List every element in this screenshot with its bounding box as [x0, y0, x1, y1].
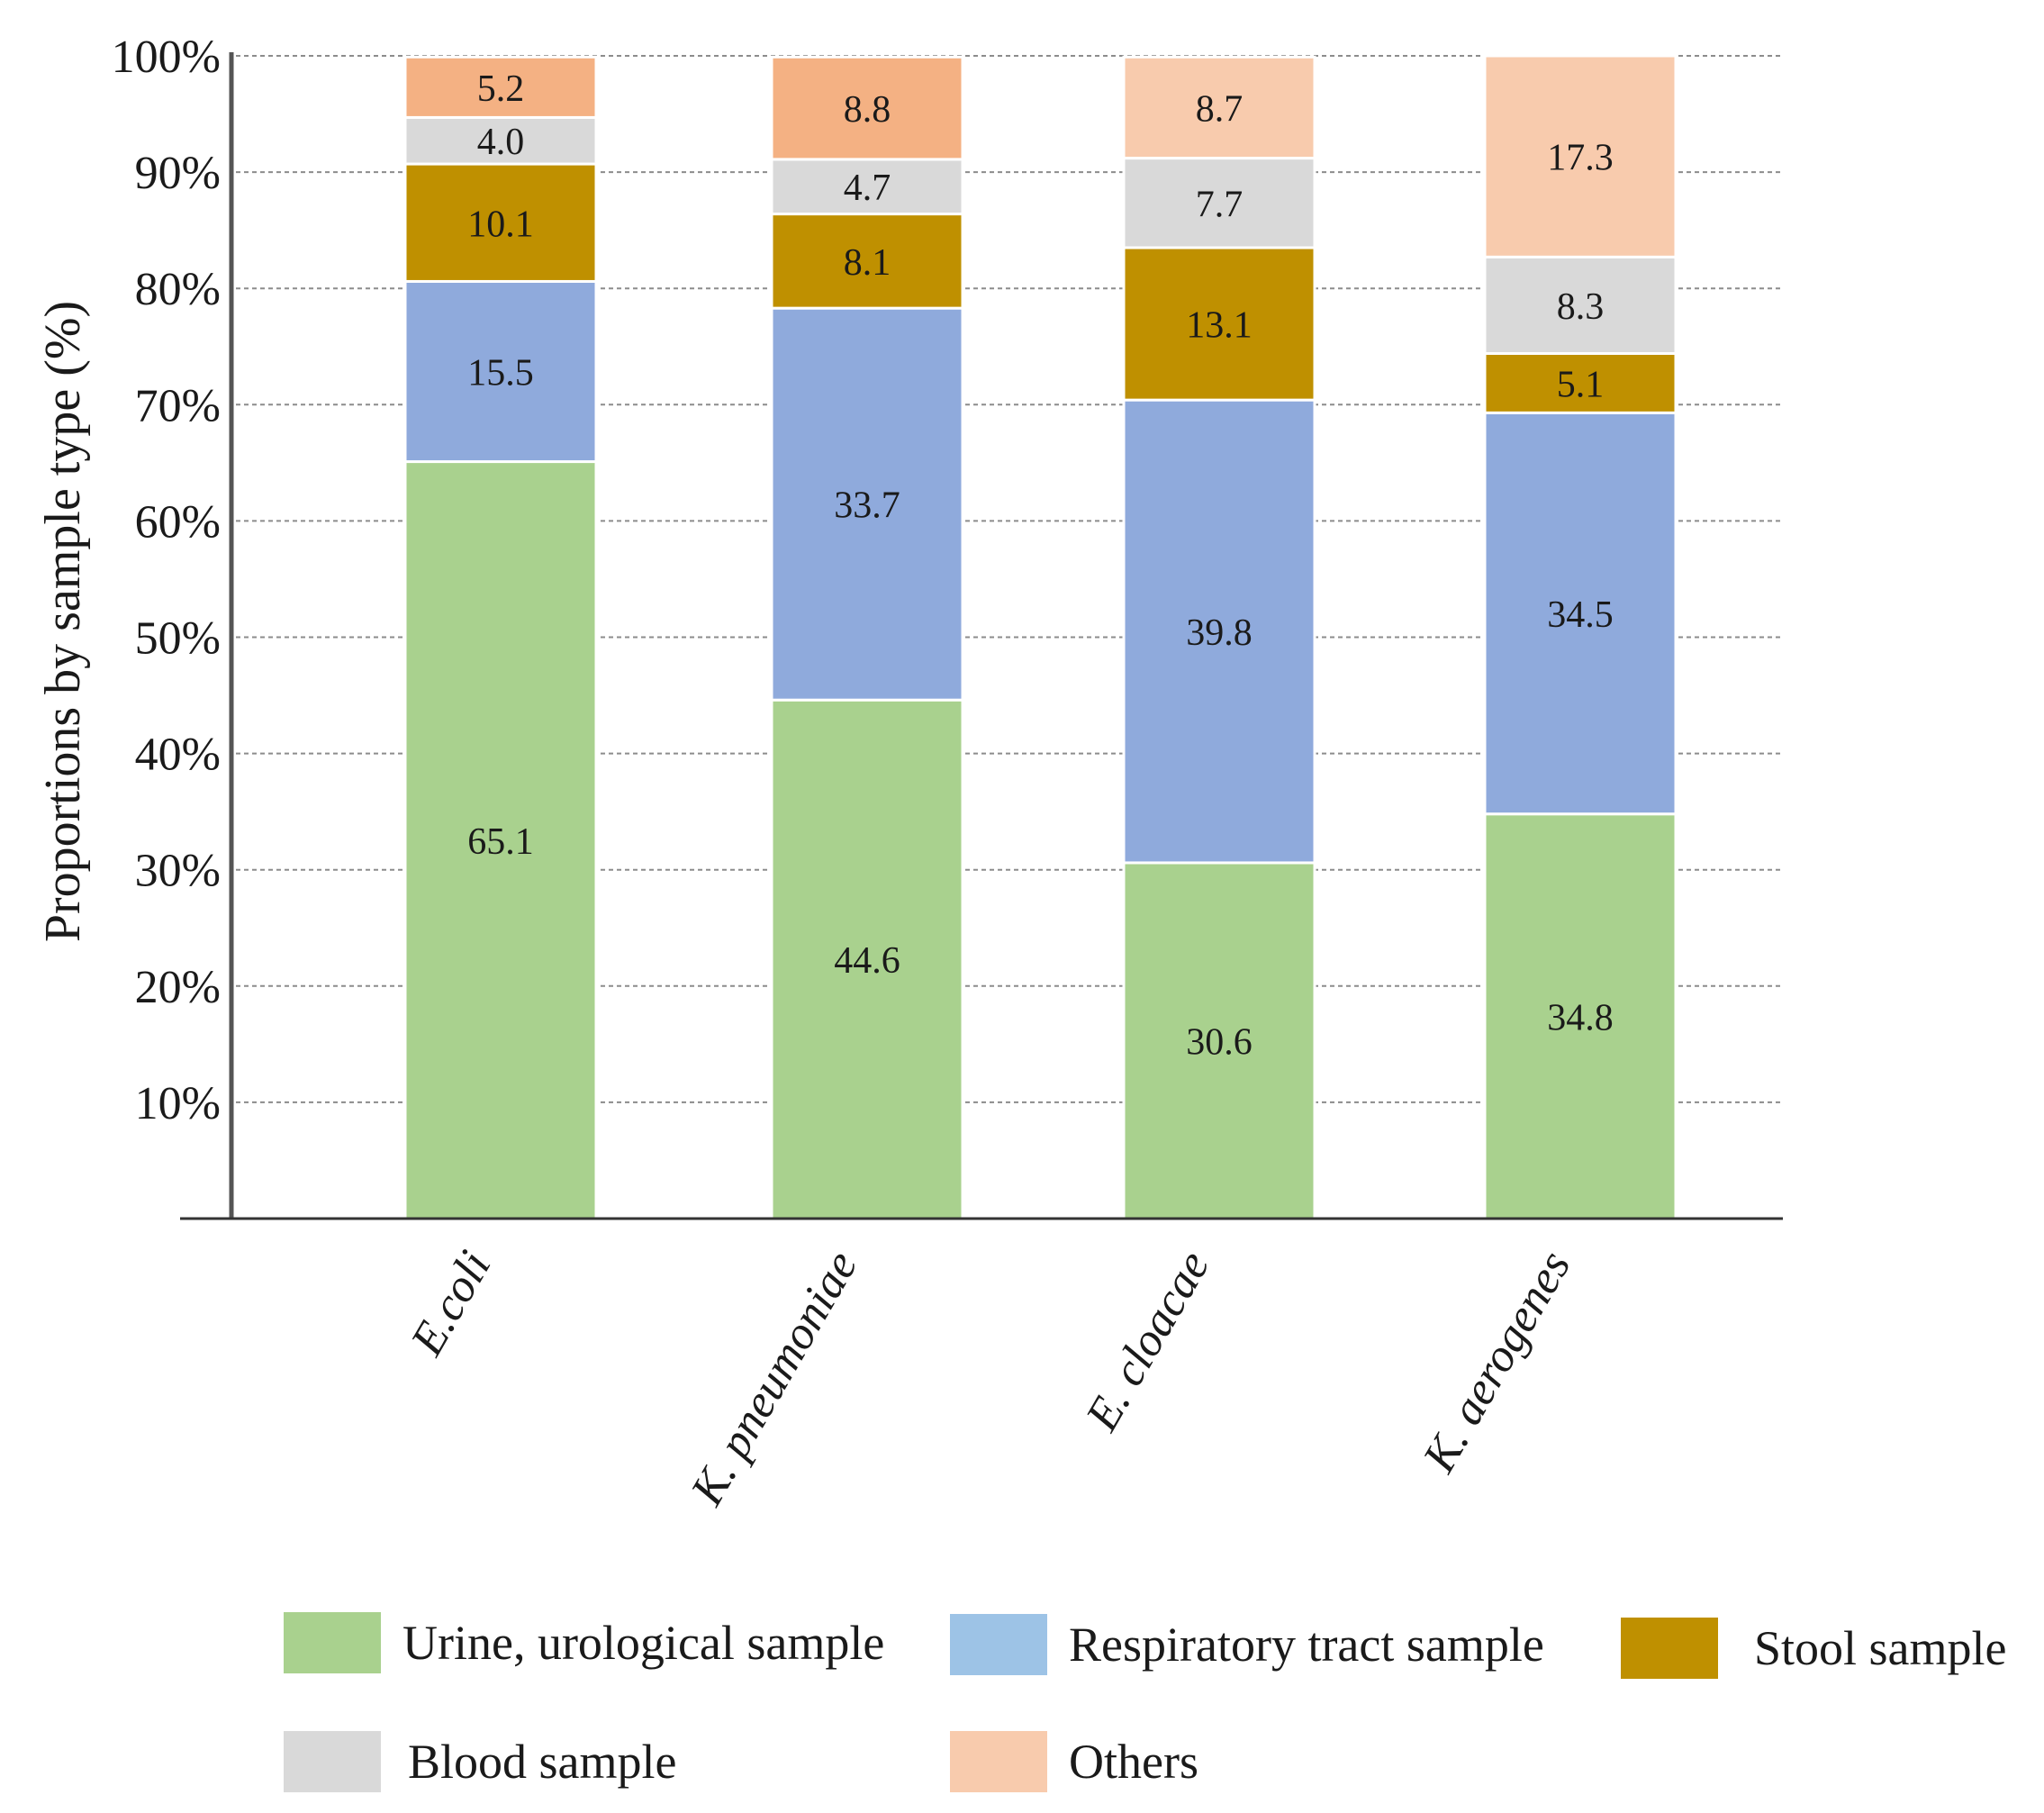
bar-segment [770, 698, 964, 1220]
data-label: 8.7 [1196, 88, 1244, 130]
bar-segment [403, 460, 598, 1220]
data-label: 30.6 [1186, 1021, 1253, 1063]
bar-segment [1483, 812, 1678, 1220]
bar-segment [1122, 157, 1316, 249]
data-label: 10.1 [467, 204, 534, 245]
data-label: 34.5 [1547, 594, 1614, 636]
data-label: 13.1 [1186, 305, 1253, 347]
bar-segment [403, 279, 598, 464]
data-label: 8.1 [844, 242, 891, 284]
bar-segment [403, 55, 598, 119]
y-tick-label: 80% [135, 264, 221, 315]
y-tick-label: 40% [135, 730, 221, 781]
data-label: 33.7 [834, 485, 900, 527]
data-label: 5.2 [477, 68, 525, 110]
y-axis-label: Proportions by sample type (%) [35, 301, 91, 942]
y-tick-label: 50% [135, 613, 221, 665]
data-label: 8.8 [844, 89, 891, 131]
x-tick-label: E.coli [401, 1243, 501, 1365]
y-tick-label: 30% [135, 846, 221, 897]
data-label: 44.6 [834, 940, 900, 982]
bar-segment [1483, 54, 1678, 258]
bar-segment [403, 162, 598, 283]
bar-segment [770, 306, 964, 702]
data-label: 8.3 [1557, 286, 1605, 328]
bar-segment [1122, 55, 1316, 160]
data-label: 17.3 [1547, 138, 1614, 179]
y-tick-labels: 10% 20% 30% 40% 50% 60% 70% 80% 90% 100% [112, 32, 221, 1129]
x-tick-label: E. cloacae [1076, 1243, 1220, 1440]
bar-segment [1122, 398, 1316, 865]
data-label: 4.7 [844, 168, 891, 209]
bar-segment [1122, 246, 1316, 402]
data-label: 34.8 [1547, 997, 1614, 1038]
bar-segment [770, 213, 964, 310]
bar-segment [403, 115, 598, 166]
x-tick-label: K. pneumoniae [681, 1243, 867, 1515]
bar-segment [1483, 411, 1678, 816]
data-label: 5.1 [1557, 364, 1605, 405]
data-label: 39.8 [1186, 612, 1253, 654]
bar-segment [1483, 351, 1678, 414]
x-tick-labels: E.coli K. pneumoniae E. cloacae K. aerogene… [401, 1243, 1580, 1515]
bar-segment [770, 55, 964, 161]
y-tick-label: 20% [135, 962, 221, 1013]
y-tick-label: 90% [135, 148, 221, 199]
y-tick-label: 10% [135, 1078, 221, 1129]
bars-group: 65.1 15.5 10.1 4.0 5.2 44.6 33.7 8.1 4.7 8.8 30.6 3… [403, 54, 1678, 1220]
y-tick-label: 70% [135, 380, 221, 431]
y-tick-label: 60% [135, 496, 221, 548]
y-tick-label: 100% [112, 32, 221, 83]
bar-segment [770, 158, 964, 216]
data-label: 4.0 [477, 122, 525, 163]
x-tick-label: K. aerogenes [1413, 1243, 1580, 1482]
data-label: 15.5 [467, 353, 534, 394]
bar-segment [1122, 861, 1316, 1220]
data-label: 7.7 [1196, 184, 1244, 225]
data-label: 65.1 [467, 821, 534, 863]
